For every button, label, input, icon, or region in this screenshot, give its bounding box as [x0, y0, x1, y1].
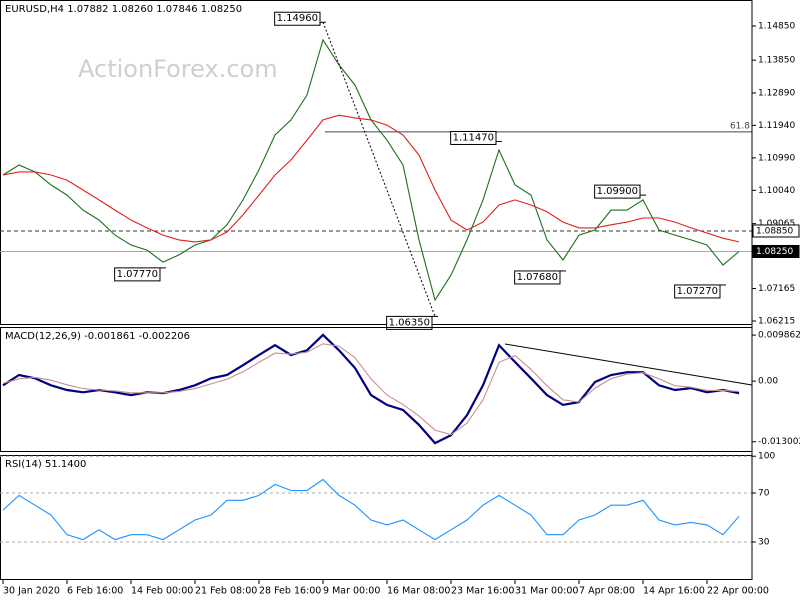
- x-tick-label: 14 Feb 00:00: [131, 586, 193, 597]
- annotation-box: [674, 284, 721, 299]
- annotation-label: 1.07770: [117, 269, 158, 280]
- y-tick-label: 1.10040: [758, 186, 795, 196]
- x-tick-label: 7 Apr 08:00: [579, 586, 635, 597]
- y-tick-label: 1.11940: [758, 121, 795, 131]
- annotation-box: [594, 184, 641, 199]
- y-tick-label: 1.10990: [758, 153, 795, 163]
- indicator-line: [2, 478, 740, 541]
- annotation-label: 1.07270: [677, 286, 718, 297]
- x-tick-label: 31 Mar 00:00: [515, 586, 578, 597]
- x-tick-label: 9 Mar 00:00: [323, 586, 380, 597]
- annotation-box: [274, 11, 321, 26]
- watermark: ActionForex.com: [78, 55, 278, 83]
- y-tick-label: 0.00: [758, 377, 778, 387]
- annotation-box: [514, 270, 561, 285]
- y-tick-label: 1.06215: [758, 317, 795, 327]
- level-label: 1.08250: [756, 247, 793, 257]
- x-tick-label: 16 Mar 08:00: [387, 586, 450, 597]
- y-tick-label: -0.013002: [758, 437, 800, 447]
- y-tick-label: 1.12890: [758, 88, 795, 98]
- annotation-box: [450, 130, 497, 145]
- y-tick-label: 1.07165: [758, 284, 795, 294]
- annotation-box: [386, 315, 433, 330]
- panel-title: RSI(14) 51.1400: [5, 459, 86, 470]
- x-tick-label: 28 Feb 16:00: [259, 586, 321, 597]
- level-label: 1.08850: [756, 226, 793, 236]
- x-tick-label: 21 Feb 08:00: [195, 586, 257, 597]
- x-tick-label: 14 Apr 16:00: [643, 586, 705, 597]
- x-tick-label: 22 Apr 00:00: [707, 586, 769, 597]
- x-tick-label: 6 Feb 16:00: [67, 586, 123, 597]
- x-tick-label: 30 Jan 2020: [3, 586, 60, 597]
- indicator-line: [2, 333, 740, 445]
- fib-label: 61.8: [730, 121, 750, 131]
- annotation-box: [114, 267, 161, 282]
- y-tick-label: 1.09065: [758, 219, 795, 229]
- macd-trend-line: [504, 343, 753, 386]
- panel-title: EURUSD,H4 1.07882 1.08260 1.07846 1.0825…: [5, 4, 242, 15]
- x-tick-label: 23 Mar 16:00: [451, 586, 514, 597]
- annotation-label: 1.06350: [389, 317, 430, 328]
- annotation-label: 1.09900: [597, 186, 638, 197]
- annotation-label: 1.07680: [517, 272, 558, 283]
- indicator-line: [2, 343, 740, 436]
- annotation-label: 1.14960: [277, 13, 318, 24]
- y-tick-label: 30: [758, 538, 770, 548]
- y-tick-label: 1.14850: [758, 21, 795, 31]
- y-tick-label: 70: [758, 488, 770, 498]
- level-box: [752, 244, 800, 258]
- trend-line: [322, 22, 436, 317]
- y-tick-label: 1.13850: [758, 56, 795, 66]
- panel-title: MACD(12,26,9) -0.001861 -0.002206: [5, 331, 190, 342]
- annotation-label: 1.11470: [453, 132, 494, 143]
- level-box: [752, 224, 800, 238]
- y-tick-label: 0.009862: [758, 331, 800, 341]
- indicator-line: [2, 114, 740, 243]
- y-tick-label: 100: [758, 452, 775, 462]
